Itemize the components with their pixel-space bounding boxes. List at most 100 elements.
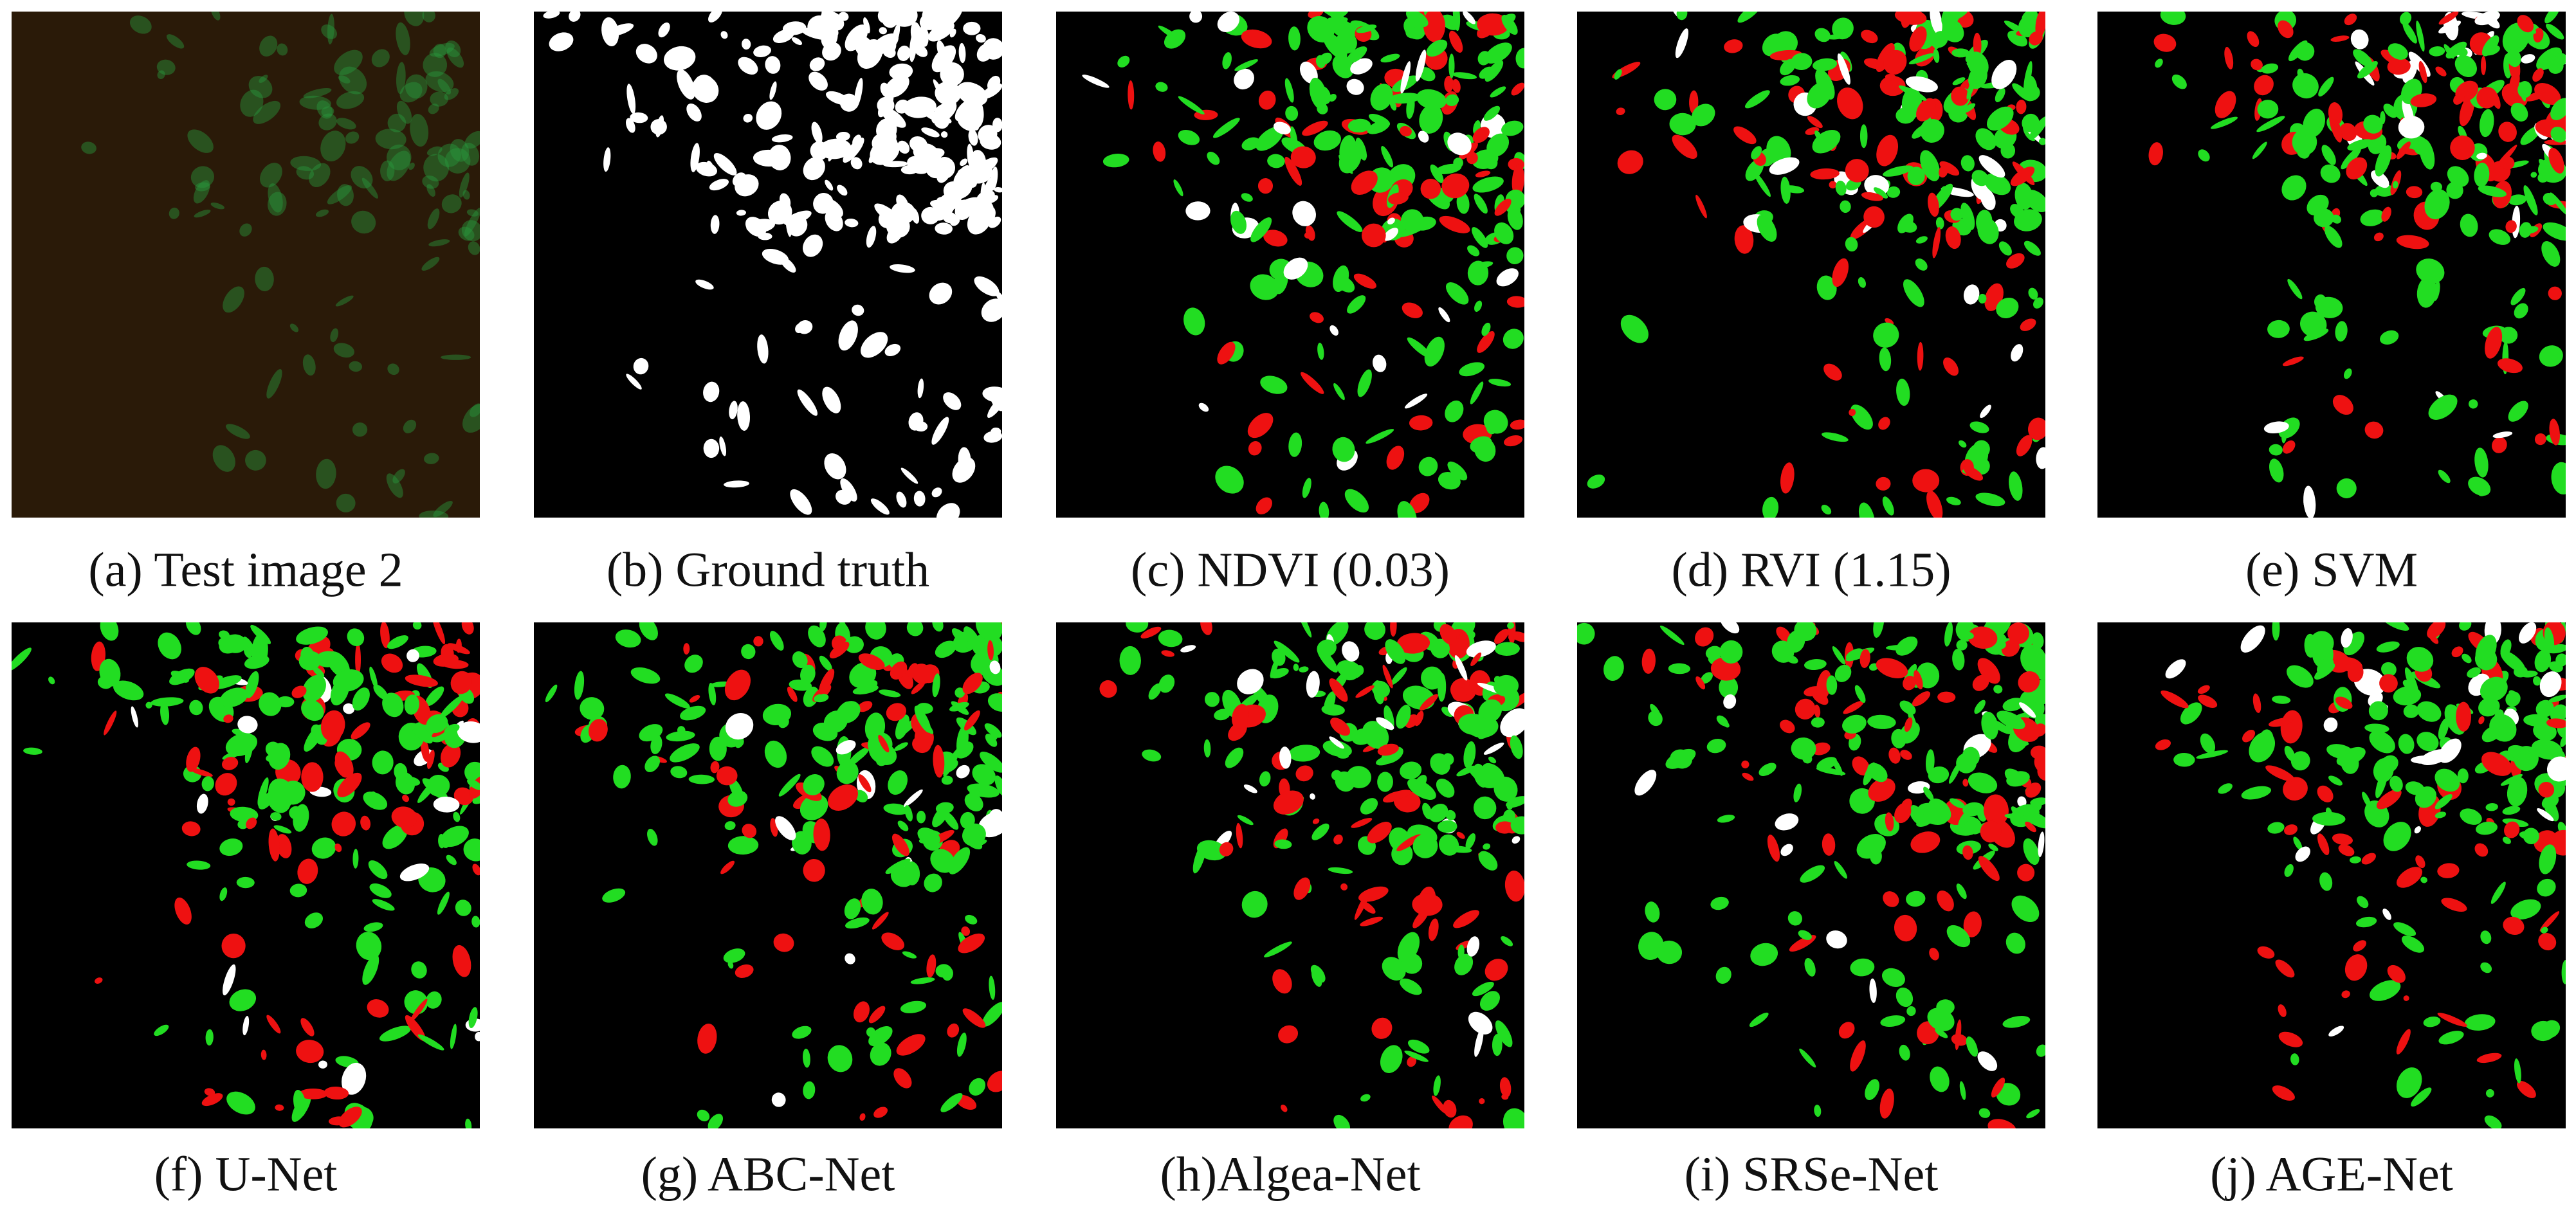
- blob: [1333, 265, 1349, 293]
- blob: [2241, 786, 2272, 800]
- blob: [433, 796, 460, 813]
- blob: [1724, 39, 1743, 53]
- blob: [719, 436, 727, 457]
- blob: [381, 653, 403, 673]
- blob: [574, 671, 585, 700]
- blob: [2007, 622, 2029, 644]
- blob: [1616, 107, 1625, 116]
- blob: [2023, 838, 2040, 865]
- blob: [2478, 697, 2500, 717]
- blob: [783, 210, 812, 226]
- blob: [2017, 796, 2027, 808]
- blob: [753, 45, 771, 57]
- blob: [2387, 58, 2411, 75]
- blob: [1850, 958, 1875, 977]
- blob: [1236, 822, 1243, 849]
- blob: [1987, 1119, 2016, 1128]
- blob: [1382, 957, 1406, 981]
- blob: [626, 374, 642, 390]
- blob: [811, 122, 823, 144]
- blob: [1248, 441, 1262, 456]
- blob: [850, 157, 863, 170]
- blob: [1495, 821, 1514, 834]
- blob: [129, 15, 152, 34]
- blob: [253, 100, 281, 124]
- blob: [2539, 671, 2562, 698]
- blob: [309, 163, 331, 188]
- blob: [1173, 179, 1183, 197]
- blob: [2002, 1016, 2031, 1028]
- blob: [1878, 417, 1890, 430]
- blob: [2272, 622, 2280, 641]
- blob: [246, 817, 257, 829]
- blob: [1928, 192, 1939, 217]
- blob: [421, 257, 440, 271]
- blob: [223, 964, 236, 996]
- blob: [2267, 320, 2290, 338]
- blob: [1466, 936, 1480, 957]
- blob: [1506, 296, 1524, 308]
- blob: [1459, 362, 1485, 377]
- blob: [392, 469, 405, 484]
- blob: [1322, 740, 1352, 757]
- blob: [302, 354, 316, 376]
- blob: [2485, 803, 2498, 811]
- blob: [1854, 685, 1866, 703]
- blob: [2332, 395, 2353, 415]
- blob: [1981, 711, 1998, 740]
- blob: [1587, 475, 1605, 489]
- blob: [974, 839, 987, 847]
- blob: [914, 705, 931, 733]
- blob: [1288, 26, 1301, 51]
- blob: [210, 203, 225, 210]
- blob: [1503, 329, 1524, 349]
- blob: [1486, 133, 1510, 157]
- blob: [2474, 448, 2489, 478]
- blob: [1329, 736, 1344, 749]
- blob: [613, 764, 631, 789]
- blob: [650, 735, 662, 754]
- blob: [2476, 87, 2498, 109]
- blob: [2416, 258, 2445, 284]
- blob: [2474, 843, 2489, 857]
- blob: [427, 774, 450, 797]
- blob: [1241, 193, 1253, 202]
- blob: [446, 855, 457, 865]
- blob: [2474, 162, 2490, 188]
- blob: [2023, 240, 2041, 256]
- blob: [827, 1045, 853, 1072]
- blob: [828, 141, 838, 162]
- blob: [773, 933, 794, 952]
- blob: [2418, 60, 2427, 84]
- blob: [189, 700, 203, 716]
- blob: [1850, 1040, 1866, 1072]
- blob: [803, 1048, 810, 1068]
- blob: [1654, 89, 1677, 111]
- blob: [1506, 796, 1524, 808]
- blob: [240, 89, 264, 117]
- blob: [1267, 154, 1285, 168]
- blob: [803, 234, 823, 257]
- blob: [1511, 82, 1524, 96]
- blob: [2242, 729, 2256, 743]
- blob: [1263, 230, 1288, 247]
- blob: [1288, 432, 1302, 457]
- blob: [2010, 204, 2024, 218]
- blob: [2453, 93, 2465, 105]
- blob: [363, 791, 388, 810]
- blob: [2364, 421, 2384, 439]
- blob: [603, 147, 611, 172]
- blob: [334, 751, 354, 777]
- blob: [387, 363, 399, 375]
- blob: [1340, 883, 1348, 891]
- blob: [219, 635, 242, 654]
- blob: [837, 622, 848, 633]
- blob: [2438, 718, 2449, 740]
- blob: [736, 210, 746, 216]
- blob: [245, 449, 266, 471]
- blob: [837, 185, 848, 196]
- blob: [1429, 804, 1448, 822]
- blob: [943, 748, 960, 777]
- blob: [2415, 855, 2425, 869]
- blob: [1659, 625, 1685, 646]
